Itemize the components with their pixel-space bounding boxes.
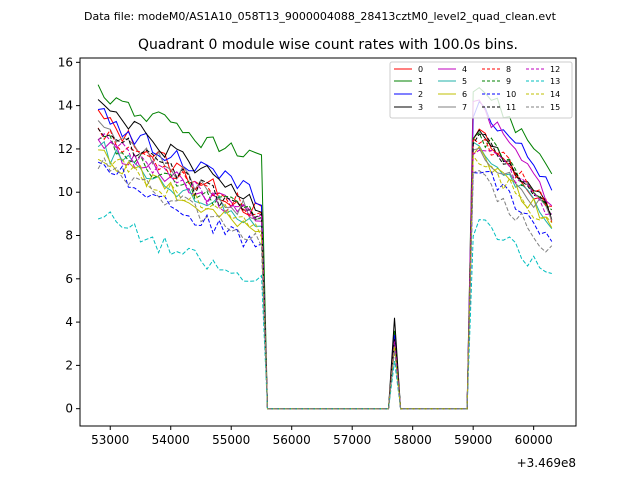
legend-label-5: 5 xyxy=(462,77,467,86)
legend-label-12: 12 xyxy=(550,65,560,74)
x-offset-label: +3.469e8 xyxy=(517,456,576,470)
legend-label-8: 8 xyxy=(506,65,511,74)
legend-label-11: 11 xyxy=(506,103,516,112)
series-line-14 xyxy=(97,154,553,410)
y-tick-label: 6 xyxy=(65,272,73,286)
x-tick-label: 58000 xyxy=(394,433,432,447)
legend-label-13: 13 xyxy=(550,77,560,86)
legend-label-2: 2 xyxy=(418,90,423,99)
x-axis: 53000 54000 55000 56000 57000 58000 59000 60000 xyxy=(91,426,553,447)
y-tick-label: 2 xyxy=(65,358,73,372)
legend-label-4: 4 xyxy=(462,65,467,74)
series-line-12 xyxy=(97,132,552,410)
x-tick-label: 53000 xyxy=(91,433,129,447)
y-tick-label: 8 xyxy=(65,229,73,243)
y-tick-label: 4 xyxy=(65,315,73,329)
y-axis: 0 2 4 6 8 10 12 14 16 xyxy=(58,55,80,416)
legend-label-14: 14 xyxy=(550,90,560,99)
legend-label-10: 10 xyxy=(506,90,516,99)
y-tick-label: 16 xyxy=(58,55,73,69)
x-tick-label: 56000 xyxy=(273,433,311,447)
legend-label-15: 15 xyxy=(550,103,560,112)
x-tick-label: 55000 xyxy=(212,433,250,447)
x-tick-label: 54000 xyxy=(152,433,190,447)
series-line-7 xyxy=(97,120,553,410)
series-layer xyxy=(97,84,553,410)
legend-label-3: 3 xyxy=(418,103,423,112)
chart-title: Quadrant 0 module wise count rates with … xyxy=(138,37,518,53)
x-tick-label: 57000 xyxy=(333,433,371,447)
series-line-9 xyxy=(97,131,553,410)
series-line-2 xyxy=(98,100,553,410)
x-tick-label: 59000 xyxy=(454,433,492,447)
legend-label-0: 0 xyxy=(418,65,423,74)
y-tick-label: 12 xyxy=(58,142,73,156)
series-line-13 xyxy=(97,211,552,410)
y-tick-label: 14 xyxy=(58,99,73,113)
legend-label-7: 7 xyxy=(462,103,467,112)
series-line-11 xyxy=(97,128,553,410)
legend-label-6: 6 xyxy=(462,90,467,99)
plot-frame xyxy=(79,57,577,427)
series-line-15 xyxy=(97,157,553,410)
legend-box xyxy=(389,61,573,119)
series-line-4 xyxy=(97,99,553,410)
y-tick-label: 0 xyxy=(65,402,73,416)
y-tick-label: 10 xyxy=(58,185,73,199)
legend-label-1: 1 xyxy=(418,77,423,86)
series-line-8 xyxy=(97,127,552,410)
x-tick-label: 60000 xyxy=(515,433,553,447)
chart-suptitle: Data file: modeM0/AS1A10_058T13_90000040… xyxy=(84,10,557,23)
legend-label-9: 9 xyxy=(506,77,511,86)
